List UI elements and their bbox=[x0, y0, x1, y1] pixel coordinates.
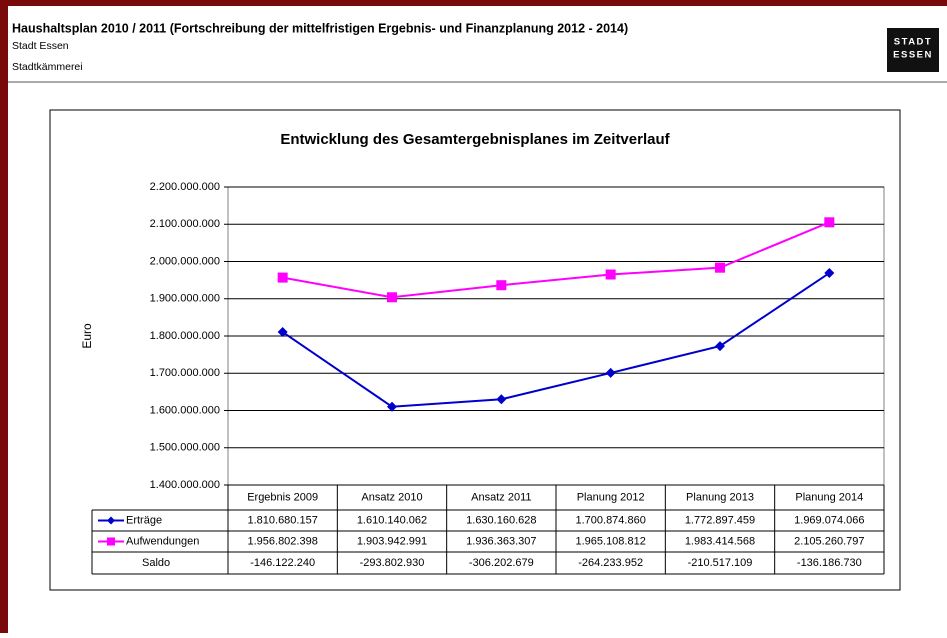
table-value: -136.186.730 bbox=[797, 557, 862, 569]
marker bbox=[824, 268, 835, 279]
marker bbox=[496, 280, 507, 291]
marker bbox=[107, 516, 115, 525]
x-tick-label: Planung 2014 bbox=[795, 491, 863, 503]
table-value: 2.105.260.797 bbox=[794, 535, 864, 547]
y-axis-label: Euro bbox=[80, 323, 94, 349]
table-value: 1.810.680.157 bbox=[247, 514, 317, 526]
table-value: -264.233.952 bbox=[578, 557, 643, 569]
table-value: 1.956.802.398 bbox=[247, 535, 317, 547]
table-value: 1.903.942.991 bbox=[357, 535, 427, 547]
marker bbox=[605, 269, 616, 280]
table-value: 1.969.074.066 bbox=[794, 514, 864, 526]
logo bbox=[887, 28, 939, 72]
marker bbox=[387, 401, 397, 412]
marker bbox=[107, 537, 115, 546]
table-value: 1.630.160.628 bbox=[466, 514, 536, 526]
y-tick-label: 1.900.000.000 bbox=[150, 293, 220, 305]
marker bbox=[715, 262, 725, 273]
y-tick-label: 1.600.000.000 bbox=[150, 404, 220, 416]
table-value: 1.965.108.812 bbox=[575, 535, 645, 547]
x-tick-label: Ergebnis 2009 bbox=[247, 491, 318, 503]
y-tick-label: 2.100.000.000 bbox=[150, 218, 220, 230]
series-line bbox=[282, 221, 830, 299]
chart-title: Entwicklung des Gesamtergebnisplanes im … bbox=[280, 131, 670, 148]
x-tick-label: Planung 2013 bbox=[686, 491, 754, 503]
logo-text: ESSEN bbox=[893, 50, 933, 61]
legend-label: Erträge bbox=[126, 514, 162, 526]
y-tick-label: 1.500.000.000 bbox=[150, 442, 220, 454]
marker bbox=[496, 394, 507, 405]
legend-label: Saldo bbox=[142, 557, 170, 569]
marker bbox=[387, 292, 397, 303]
header-line: Stadtkämmerei bbox=[12, 61, 83, 73]
table-value: -210.517.109 bbox=[688, 557, 753, 569]
table-value: 1.936.363.307 bbox=[466, 535, 536, 547]
legend-label: Aufwendungen bbox=[126, 535, 199, 547]
logo-text: STADT bbox=[894, 37, 932, 48]
header-title: Haushaltsplan 2010 / 2011 (Fortschreibun… bbox=[12, 21, 628, 35]
x-tick-label: Ansatz 2010 bbox=[361, 491, 422, 503]
y-tick-label: 1.400.000.000 bbox=[150, 479, 220, 491]
y-tick-label: 1.700.000.000 bbox=[150, 367, 220, 379]
y-tick-label: 2.200.000.000 bbox=[150, 181, 220, 193]
table-value: -293.802.930 bbox=[360, 557, 425, 569]
marker bbox=[715, 341, 725, 352]
marker bbox=[605, 367, 616, 378]
table-value: 1.700.874.860 bbox=[575, 514, 645, 526]
y-tick-label: 2.000.000.000 bbox=[150, 255, 220, 267]
table-value: 1.772.897.459 bbox=[685, 514, 755, 526]
marker bbox=[277, 272, 288, 283]
table-value: -146.122.240 bbox=[250, 557, 315, 569]
marker bbox=[824, 217, 835, 228]
header-line: Stadt Essen bbox=[12, 40, 69, 52]
table-value: -306.202.679 bbox=[469, 557, 534, 569]
table-value: 1.610.140.062 bbox=[357, 514, 427, 526]
y-tick-label: 1.800.000.000 bbox=[150, 330, 220, 342]
table-value: 1.983.414.568 bbox=[685, 535, 755, 547]
marker bbox=[277, 327, 288, 338]
series-line bbox=[282, 272, 830, 408]
x-tick-label: Ansatz 2011 bbox=[471, 491, 531, 503]
x-tick-label: Planung 2012 bbox=[577, 491, 645, 503]
